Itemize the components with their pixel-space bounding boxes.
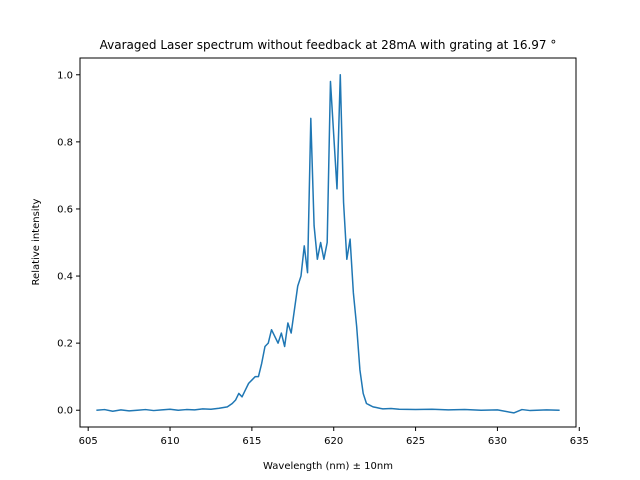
x-tick-label: 615 <box>242 436 261 447</box>
y-tick-label: 0.4 <box>57 272 73 283</box>
x-tick-label: 610 <box>160 436 179 447</box>
y-tick-label: 1.0 <box>57 70 73 81</box>
x-axis-label: Wavelength (nm) ± 10nm <box>263 461 393 472</box>
y-axis-ticks: 0.0 0.2 0.4 0.6 0.8 1.0 <box>57 70 80 417</box>
y-tick-label: 0.8 <box>57 137 73 148</box>
chart-title: Avaraged Laser spectrum without feedback… <box>100 38 557 52</box>
y-tick-label: 0.0 <box>57 406 73 417</box>
y-axis-label: Relative intensity <box>31 198 42 285</box>
x-axis-ticks: 605 610 615 620 625 630 635 <box>79 427 589 447</box>
plot-area <box>80 58 576 427</box>
y-tick-label: 0.2 <box>57 339 73 350</box>
plot-content <box>96 74 560 414</box>
y-tick-label: 0.6 <box>57 204 73 215</box>
x-tick-label: 620 <box>324 436 343 447</box>
plot-frame <box>79 57 577 428</box>
x-tick-label: 625 <box>406 436 425 447</box>
series-line-0 <box>96 74 560 414</box>
x-tick-label: 635 <box>570 436 589 447</box>
x-tick-label: 605 <box>79 436 98 447</box>
x-tick-label: 630 <box>488 436 507 447</box>
